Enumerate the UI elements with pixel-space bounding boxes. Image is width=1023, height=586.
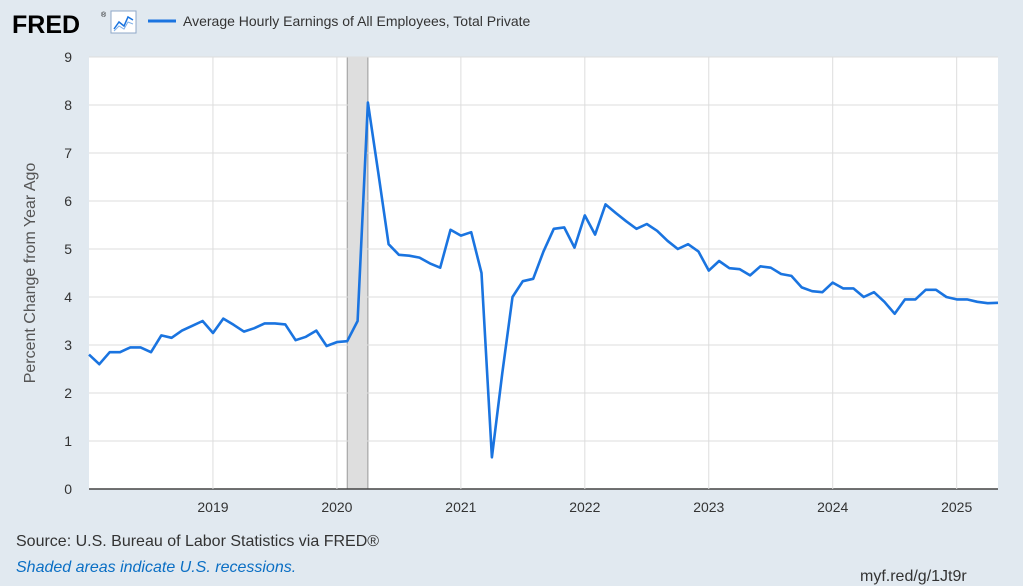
y-tick-label: 6 bbox=[64, 193, 72, 209]
fred-logo[interactable]: FRED bbox=[12, 11, 80, 39]
x-tick-label: 2022 bbox=[569, 499, 600, 515]
y-axis-title: Percent Change from Year Ago bbox=[22, 163, 39, 384]
series-layer bbox=[88, 101, 999, 459]
y-tick-labels: 0 1 2 3 4 5 6 7 8 9 bbox=[64, 49, 72, 497]
short-url[interactable]: myf.red/g/1Jt9r bbox=[860, 568, 967, 585]
y-tick-label: 1 bbox=[64, 433, 72, 449]
x-tick-label: 2024 bbox=[817, 499, 848, 515]
y-tick-label: 2 bbox=[64, 385, 72, 401]
x-tick-label: 2023 bbox=[693, 499, 724, 515]
y-tick-label: 5 bbox=[64, 241, 72, 257]
x-tick-label: 2021 bbox=[445, 499, 476, 515]
legend-label: Average Hourly Earnings of All Employees… bbox=[183, 13, 531, 29]
gridlines bbox=[89, 56, 998, 490]
plot-area bbox=[89, 57, 998, 489]
y-tick-label: 4 bbox=[64, 289, 72, 305]
y-tick-label: 7 bbox=[64, 145, 72, 161]
line-chart-icon bbox=[110, 10, 137, 34]
registered-mark-icon: ® bbox=[101, 11, 107, 19]
x-tick-label: 2025 bbox=[941, 499, 972, 515]
y-tick-label: 0 bbox=[64, 481, 72, 497]
x-tick-label: 2019 bbox=[197, 499, 228, 515]
x-tick-labels: 2019 2020 2021 2022 2023 2024 2025 bbox=[197, 499, 972, 515]
y-tick-label: 3 bbox=[64, 337, 72, 353]
series-line[interactable] bbox=[88, 101, 999, 459]
source-note: Source: U.S. Bureau of Labor Statistics … bbox=[16, 533, 380, 550]
y-tick-label: 8 bbox=[64, 97, 72, 113]
y-tick-label: 9 bbox=[64, 49, 72, 65]
recession-bands bbox=[346, 56, 369, 490]
recession-band bbox=[346, 56, 369, 490]
recession-note: Shaded areas indicate U.S. recessions. bbox=[16, 559, 297, 576]
x-tick-label: 2020 bbox=[321, 499, 352, 515]
